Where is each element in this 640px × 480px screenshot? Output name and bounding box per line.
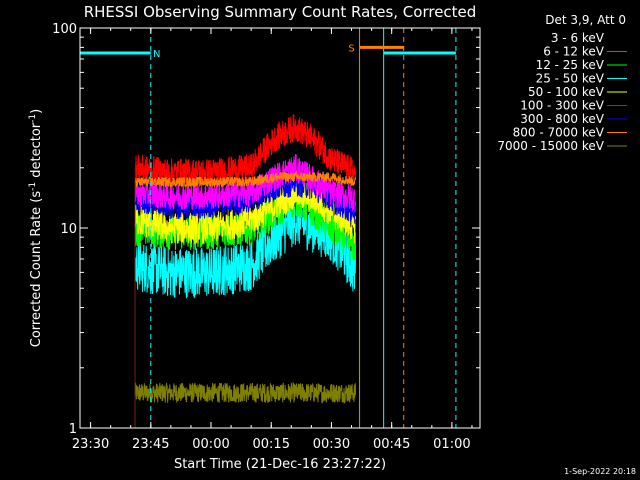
legend-entry-label: 6 - 12 keV [543,45,605,59]
annotation-bars: NS [80,43,456,60]
legend-entry-label: 7000 - 15000 keV [497,139,604,153]
y-tick-label: 1 [69,422,77,437]
legend-entry-label: 12 - 25 keV [536,58,605,72]
x-tick-label: 00:15 [253,437,290,452]
y-axis-ticks: 1 10 100 [52,22,480,437]
legend-entry-label: 300 - 800 keV [520,112,604,126]
x-tick-label: 00:00 [192,437,229,452]
footer-date: 1-Sep-2022 20:18 [564,467,636,476]
series-trace [134,71,357,100]
x-axis-label: Start Time (21-Dec-16 23:27:22) [174,457,386,472]
series-trace [134,114,357,187]
legend-entry-label: 25 - 50 keV [536,72,605,86]
annotation-label: S [348,43,354,54]
legend-entry-label: 3 - 6 keV [551,31,605,45]
y-tick-label: 10 [60,222,77,237]
x-tick-label: 23:45 [132,437,169,452]
y-tick-label: 100 [52,22,77,37]
legend-entry-label: 100 - 300 keV [520,99,604,113]
x-tick-label: 01:00 [433,437,470,452]
x-axis-ticks: 23:30 23:45 00:00 00:15 00:30 00:45 01:00 [72,28,473,452]
y-axis-label: Corrected Count Rate (s-1 detector-1) [28,109,44,347]
chart-title: RHESSI Observing Summary Count Rates, Co… [84,3,477,21]
x-tick-label: 00:45 [373,437,410,452]
data-traces [134,71,357,428]
series-trace [134,381,357,404]
x-tick-label: 00:30 [313,437,350,452]
annotation-label: N [153,49,160,60]
series-trace [134,177,357,244]
series-trace [134,195,357,299]
legend-entry-label: 50 - 100 keV [528,85,605,99]
legend-header: Det 3,9, Att 0 [545,13,626,27]
series-trace [134,170,357,189]
legend-entry-label: 800 - 7000 keV [513,126,605,140]
x-tick-label: 23:30 [72,437,109,452]
